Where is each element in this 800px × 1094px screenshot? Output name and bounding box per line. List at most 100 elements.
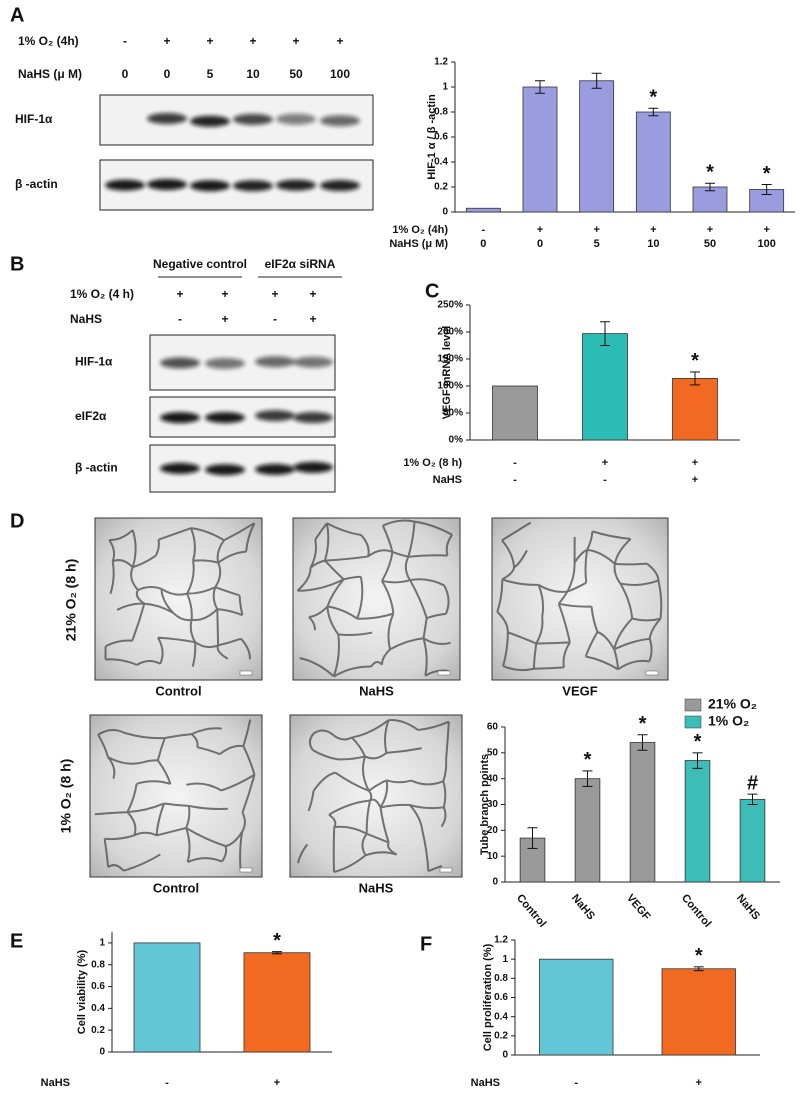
panel-label: E <box>10 930 23 952</box>
tube-network <box>496 521 663 672</box>
bar <box>243 952 311 1053</box>
y-tick-label: 1 <box>99 938 105 949</box>
blot-band <box>190 180 230 192</box>
y-tick-label: 0.2 <box>434 182 448 193</box>
error-bar <box>747 793 758 805</box>
significance-mark: * <box>273 930 281 952</box>
lane-symbol: + <box>176 287 183 301</box>
micrograph-caption: Control <box>155 683 201 698</box>
lane-symbol: 10 <box>246 67 260 81</box>
y-axis-label: HIF-1 α / β -actin <box>426 94 438 180</box>
lane-row-label: 1% O₂ (4 h) <box>70 287 134 301</box>
x-row-item: + <box>692 474 698 486</box>
lane-symbol: 100 <box>330 67 350 81</box>
y-tick-label: 30 <box>487 799 499 810</box>
tube-network <box>104 522 256 667</box>
panel-label: F <box>420 933 432 955</box>
legend-label: 21% O₂ <box>708 696 757 712</box>
bar <box>133 942 201 1053</box>
significance-mark: # <box>747 772 758 794</box>
blot-band <box>293 412 333 424</box>
y-tick-label: 0.4 <box>434 157 448 168</box>
legend-swatch <box>684 698 702 712</box>
group-label: Negative control <box>153 257 247 271</box>
x-row-label: NaHS (μ M) <box>389 238 448 250</box>
error-bar <box>582 770 593 787</box>
x-row-item: - <box>513 474 517 486</box>
y-tick-label: 0.6 <box>91 981 105 992</box>
y-axis-label: Cell proliferation (%) <box>482 943 494 1051</box>
legend-label: 1% O₂ <box>708 713 749 729</box>
x-row-item: - <box>574 1077 578 1089</box>
y-tick-label: 0.6 <box>494 992 508 1003</box>
y-tick-label: 0 <box>492 877 498 888</box>
panel-label: B <box>10 253 24 275</box>
y-axis-label: Cell viability (%) <box>76 949 88 1034</box>
x-row-item: + <box>707 224 713 236</box>
error-bar <box>692 752 703 769</box>
blot-band <box>105 179 145 191</box>
group-label: eIF2α siRNA <box>265 257 336 271</box>
error-bar <box>600 321 610 346</box>
x-tick-label: VEGF <box>624 892 653 923</box>
y-tick-label: 1.2 <box>434 57 448 68</box>
blot-label: eIF2α <box>75 409 107 423</box>
tube-network <box>296 519 453 678</box>
y-tick-label: 0.4 <box>494 1011 508 1022</box>
x-row-item: 10 <box>647 238 659 250</box>
tube-network <box>94 719 256 872</box>
blot-band <box>147 178 187 190</box>
condition-label: 21% O₂ (8 h) <box>63 559 79 641</box>
blot-band <box>320 180 360 192</box>
x-row-item: 0 <box>537 238 543 250</box>
blot-band <box>255 463 295 475</box>
error-bar <box>637 734 648 751</box>
bar <box>661 968 736 1056</box>
error-bar <box>648 107 659 117</box>
lane-symbol: + <box>163 34 170 48</box>
x-row-item: 100 <box>757 238 775 250</box>
x-row-item: + <box>692 457 698 469</box>
y-tick-label: 1 <box>502 954 508 965</box>
y-tick-label: 50% <box>443 408 463 419</box>
x-row-item: 5 <box>594 238 600 250</box>
bar <box>684 760 711 883</box>
scale-bar <box>239 670 253 676</box>
scale-bar <box>239 867 253 873</box>
lane-symbol: + <box>271 287 278 301</box>
y-tick-label: 0.8 <box>494 973 508 984</box>
y-tick-label: 10 <box>487 851 499 862</box>
micrograph-caption: VEGF <box>562 683 597 698</box>
y-tick-label: 0.8 <box>91 959 105 970</box>
x-row-label: NaHS <box>471 1077 500 1089</box>
blot-band <box>255 356 295 368</box>
error-bar <box>591 72 602 89</box>
condition-label: 1% O₂ (8 h) <box>58 759 74 834</box>
x-tick-label: Control <box>514 892 548 930</box>
lane-symbol: + <box>221 287 228 301</box>
micrograph <box>491 517 669 681</box>
x-row-item: + <box>593 224 599 236</box>
lane-symbol: + <box>206 34 213 48</box>
blot-band <box>293 461 333 473</box>
x-tick-label: NaHS <box>569 892 597 922</box>
micrograph <box>289 714 463 878</box>
y-tick-label: 200% <box>437 327 463 338</box>
x-row-item: + <box>274 1077 280 1089</box>
error-bar <box>272 951 282 955</box>
lane-symbol: - <box>123 34 127 48</box>
x-tick-label: Control <box>679 892 713 930</box>
panel-label: D <box>10 510 24 532</box>
bar <box>522 86 558 213</box>
error-bar <box>527 827 538 849</box>
y-tick-label: 0 <box>502 1050 508 1061</box>
y-tick-label: 0.8 <box>434 107 448 118</box>
y-tick-label: 40 <box>487 773 499 784</box>
x-row-item: 50 <box>704 238 716 250</box>
tube-network <box>297 719 450 874</box>
blot-band <box>190 115 230 127</box>
x-row-label: NaHS <box>41 1077 70 1089</box>
blot-band <box>276 179 316 191</box>
y-tick-label: 0 <box>442 207 448 218</box>
x-row-label: 1% O₂ (4h) <box>392 224 448 236</box>
